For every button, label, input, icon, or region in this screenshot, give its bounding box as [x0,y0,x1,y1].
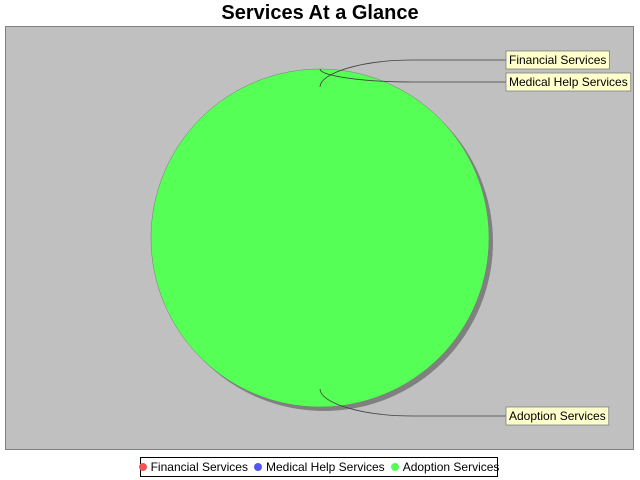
leader-line-adoption [319,388,506,417]
legend-label-adoption: Adoption Services [402,460,500,474]
legend-item-medical: Medical Help Services [253,460,385,474]
leader-line-medical [319,68,506,83]
legend-swatch-adoption [390,463,399,471]
pie-label-adoption: Adoption Services [509,409,606,423]
legend-label-medical: Medical Help Services [265,460,385,474]
leader-line-financial [319,59,506,88]
legend-label-financial: Financial Services [150,460,248,474]
pie-slice-adoption [150,68,490,408]
chart-title: Services At a Glance [221,2,419,24]
legend-swatch-medical [253,463,262,471]
legend-item-adoption: Adoption Services [390,460,500,474]
legend-swatch-financial [138,463,147,471]
pie-label-box-adoption [505,406,610,426]
pie-label-financial: Financial Services [509,53,606,67]
pie-label-medical: Medical Help Services [509,75,628,89]
pie-label-box-financial [505,50,610,70]
legend: Financial Services Medical Help Services… [138,457,500,477]
legend-item-financial: Financial Services [138,460,248,474]
pie-label-box-medical [505,72,632,92]
